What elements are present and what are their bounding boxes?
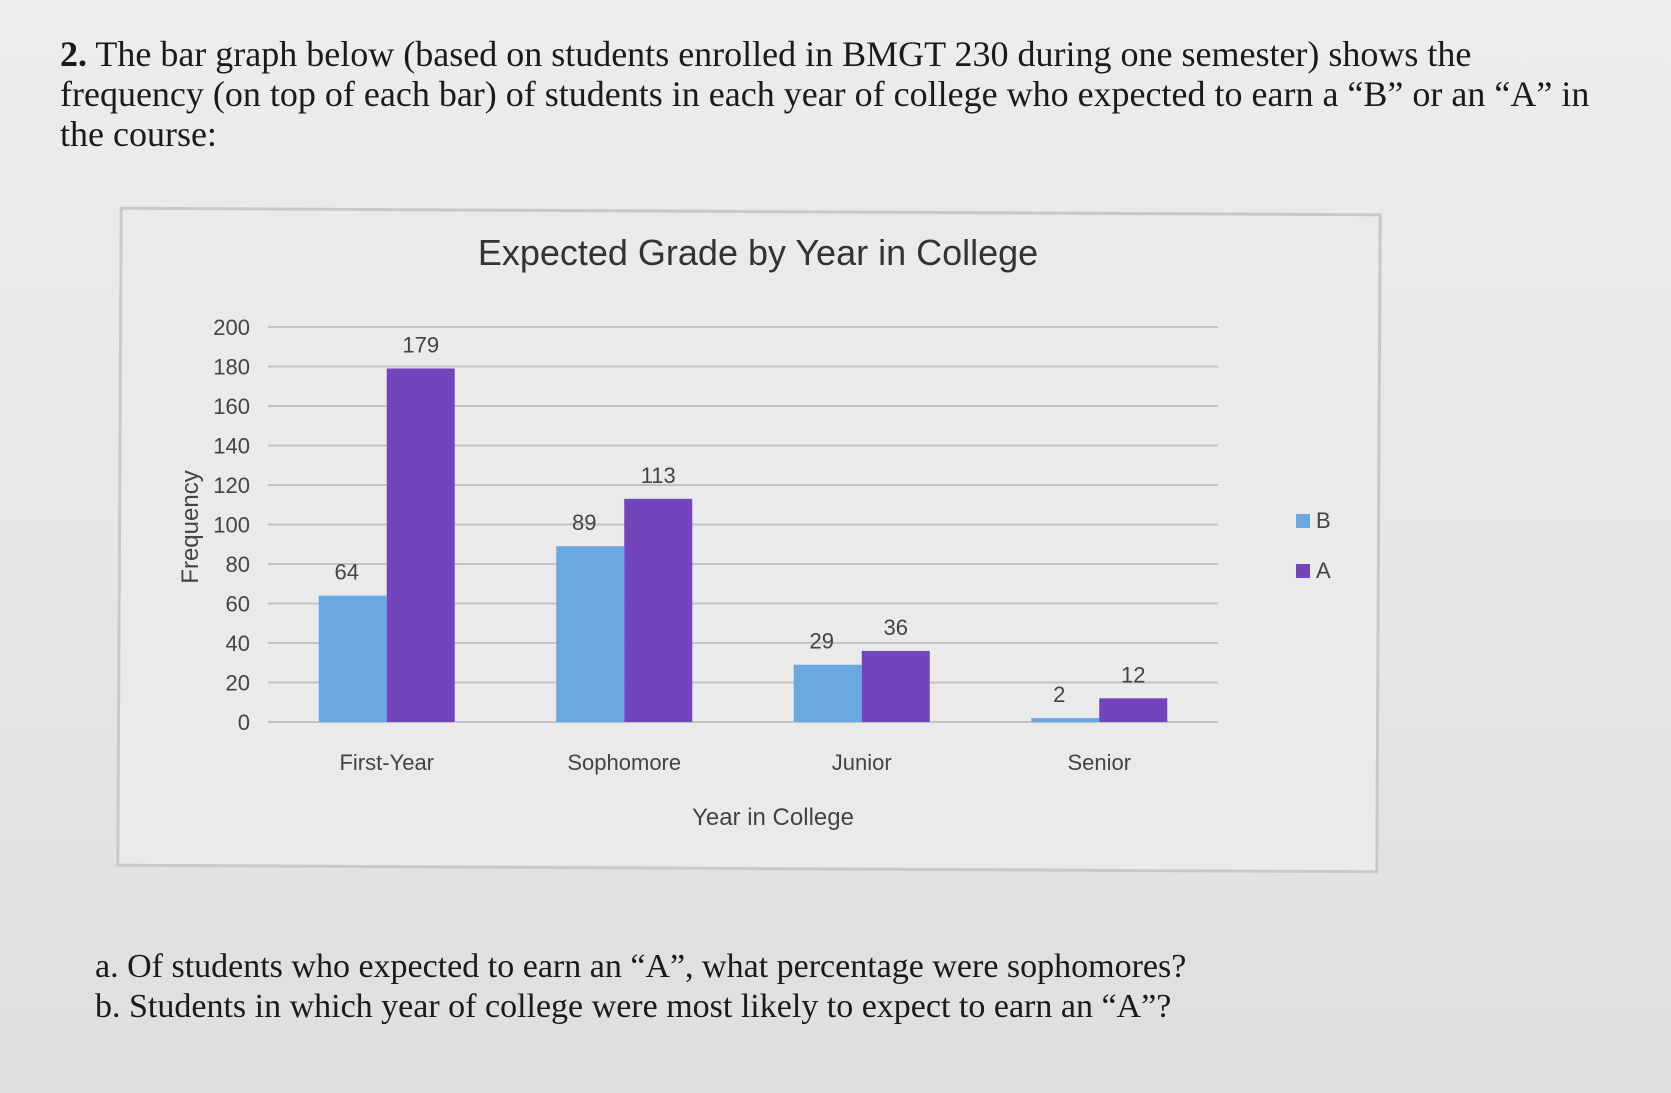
data-label: 89 xyxy=(572,510,596,535)
y-tick-label: 100 xyxy=(213,513,250,538)
x-tick-label: Senior xyxy=(1067,750,1131,775)
sub-question-b: b. Students in which year of college wer… xyxy=(95,988,1172,1025)
bar-a-senior xyxy=(1099,698,1168,722)
chart-title: Expected Grade by Year in College xyxy=(478,232,1038,273)
question-text: 2. The bar graph below (based on student… xyxy=(60,34,1620,154)
x-tick-label: First-Year xyxy=(339,750,434,775)
y-axis-label: Frequency xyxy=(177,470,204,583)
legend-label-b: B xyxy=(1316,508,1331,533)
bar-a-sophomore xyxy=(624,498,693,722)
bar-chart: Expected Grade by Year in College 0 20 40 6… xyxy=(177,232,1331,831)
y-tick-label: 180 xyxy=(213,355,250,380)
data-label: 64 xyxy=(335,560,359,585)
x-axis-label: Year in College xyxy=(692,804,854,831)
y-axis-ticks: 0 20 40 60 80 100 120 140 160 180 200 xyxy=(213,315,250,735)
data-label: 179 xyxy=(402,332,439,357)
y-tick-label: 120 xyxy=(213,473,250,498)
data-label: 12 xyxy=(1121,662,1145,687)
bar-b-junior xyxy=(793,664,862,722)
legend: BA xyxy=(1296,508,1331,583)
y-tick-label: 160 xyxy=(213,394,250,419)
legend-label-a: A xyxy=(1316,558,1331,583)
bar-b-senior xyxy=(1031,718,1100,722)
data-label: 29 xyxy=(810,629,834,654)
bar-a-first-year xyxy=(386,368,455,722)
y-tick-label: 0 xyxy=(238,710,250,735)
bar-b-first-year xyxy=(318,595,387,722)
data-label: 113 xyxy=(641,463,676,488)
bar-b-sophomore xyxy=(556,546,625,722)
question-body: The bar graph below (based on students e… xyxy=(60,34,1590,154)
y-tick-label: 200 xyxy=(213,315,250,340)
sub-questions: a. Of students who expected to earn an “… xyxy=(95,947,1186,1027)
legend-swatch-a xyxy=(1296,564,1310,578)
bar-a-junior xyxy=(861,650,930,722)
y-tick-label: 60 xyxy=(226,592,250,617)
legend-swatch-b xyxy=(1296,514,1310,528)
y-tick-label: 140 xyxy=(213,434,250,459)
x-tick-label: Sophomore xyxy=(567,750,681,775)
x-axis-ticks: First-Year Sophomore Junior Senior xyxy=(339,750,1131,775)
data-label: 36 xyxy=(884,615,908,640)
bars: 64 179 89 113 29 36 2 12 xyxy=(318,332,1168,722)
y-tick-label: 20 xyxy=(226,671,250,696)
y-tick-label: 40 xyxy=(226,631,250,656)
x-tick-label: Junior xyxy=(832,750,892,775)
data-label: 2 xyxy=(1053,682,1065,707)
sub-question-a: a. Of students who expected to earn an “… xyxy=(95,948,1187,985)
y-tick-label: 80 xyxy=(226,552,250,577)
question-number: 2. xyxy=(60,34,87,74)
